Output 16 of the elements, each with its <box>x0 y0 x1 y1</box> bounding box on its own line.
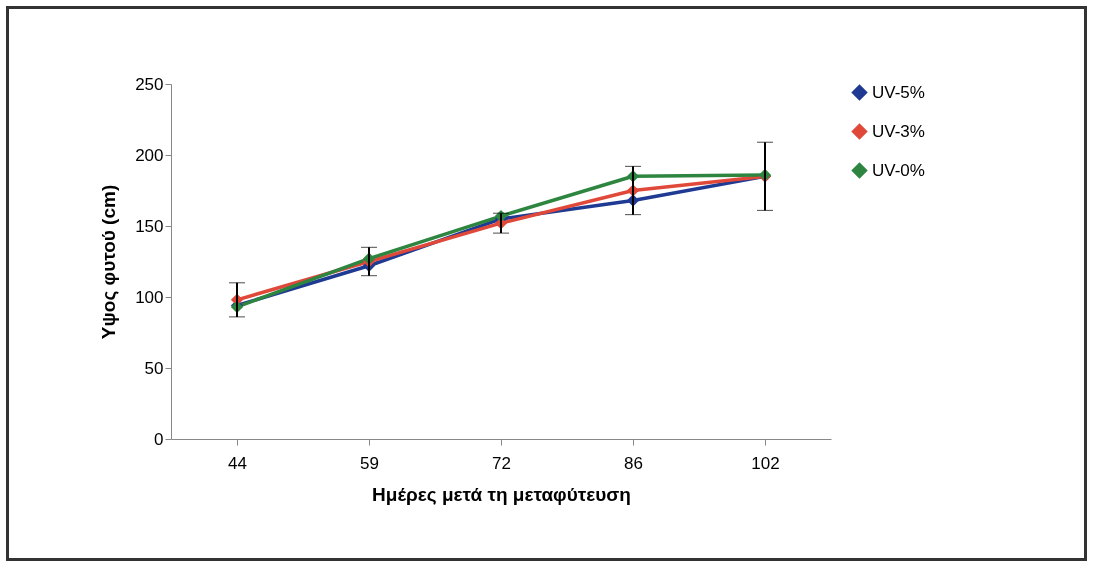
legend-label: UV-3% <box>872 121 925 141</box>
y-tick-label: 200 <box>135 145 164 165</box>
x-tick-label: 72 <box>492 453 511 473</box>
y-axis-title: Υψος φυτού (cm) <box>98 184 120 340</box>
x-axis-title: Ημέρες μετά τη μεταφύτευση <box>372 483 631 505</box>
x-tick-label: 59 <box>360 453 379 473</box>
x-tick-label: 102 <box>751 453 780 473</box>
y-tick-label: 150 <box>135 216 164 236</box>
legend-label: UV-0% <box>872 160 925 180</box>
y-tick-label: 250 <box>135 74 164 94</box>
y-tick-label: 0 <box>154 429 164 449</box>
y-tick-label: 100 <box>135 287 164 307</box>
y-tick-label: 50 <box>144 358 164 378</box>
x-tick-label: 86 <box>624 453 643 473</box>
x-tick-label: 44 <box>228 453 247 473</box>
legend-label: UV-5% <box>872 82 925 102</box>
